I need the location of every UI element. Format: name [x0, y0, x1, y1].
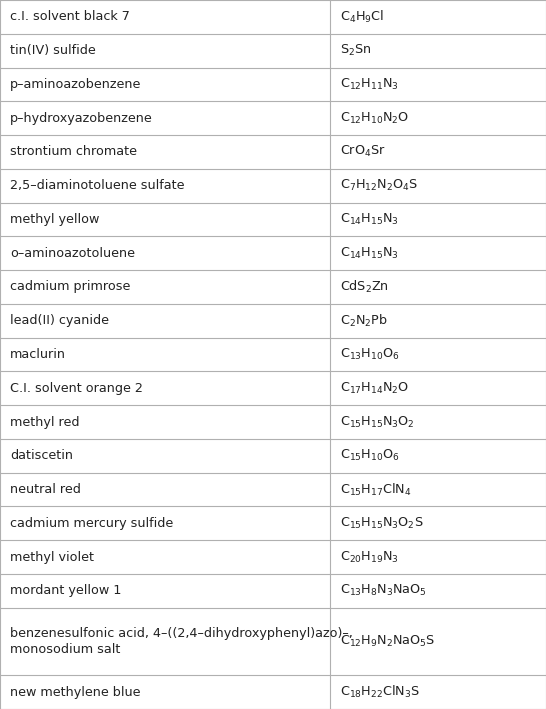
Text: $\mathregular{C_{13}H_{8}N_{3}NaO_{5}}$: $\mathregular{C_{13}H_{8}N_{3}NaO_{5}}$	[340, 584, 427, 598]
Text: $\mathregular{CdS_{2}Zn}$: $\mathregular{CdS_{2}Zn}$	[340, 279, 389, 295]
Text: $\mathregular{C_{17}H_{14}N_{2}O}$: $\mathregular{C_{17}H_{14}N_{2}O}$	[340, 381, 410, 396]
Text: $\mathregular{C_{15}H_{15}N_{3}O_{2}S}$: $\mathregular{C_{15}H_{15}N_{3}O_{2}S}$	[340, 515, 424, 531]
Text: $\mathregular{C_{15}H_{17}ClN_{4}}$: $\mathregular{C_{15}H_{17}ClN_{4}}$	[340, 481, 412, 498]
Text: neutral red: neutral red	[10, 483, 81, 496]
Text: C.I. solvent orange 2: C.I. solvent orange 2	[10, 381, 143, 395]
Text: 2,5–diaminotoluene sulfate: 2,5–diaminotoluene sulfate	[10, 179, 185, 192]
Text: tin(IV) sulfide: tin(IV) sulfide	[10, 44, 96, 57]
Text: $\mathregular{C_{20}H_{19}N_{3}}$: $\mathregular{C_{20}H_{19}N_{3}}$	[340, 549, 399, 564]
Text: $\mathregular{C_{14}H_{15}N_{3}}$: $\mathregular{C_{14}H_{15}N_{3}}$	[340, 212, 399, 227]
Text: $\mathregular{C_{7}H_{12}N_{2}O_{4}S}$: $\mathregular{C_{7}H_{12}N_{2}O_{4}S}$	[340, 178, 418, 194]
Text: strontium chromate: strontium chromate	[10, 145, 137, 158]
Text: cadmium mercury sulfide: cadmium mercury sulfide	[10, 517, 173, 530]
Text: maclurin: maclurin	[10, 348, 66, 361]
Text: o–aminoazotoluene: o–aminoazotoluene	[10, 247, 135, 259]
Text: datiscetin: datiscetin	[10, 450, 73, 462]
Text: p–aminoazobenzene: p–aminoazobenzene	[10, 78, 141, 91]
Text: methyl yellow: methyl yellow	[10, 213, 99, 226]
Text: new methylene blue: new methylene blue	[10, 686, 140, 698]
Text: $\mathregular{C_{12}H_{11}N_{3}}$: $\mathregular{C_{12}H_{11}N_{3}}$	[340, 77, 399, 92]
Text: lead(II) cyanide: lead(II) cyanide	[10, 314, 109, 328]
Text: methyl red: methyl red	[10, 415, 79, 428]
Text: benzenesulfonic acid, 4–((2,4–dihydroxyphenyl)azo)–,
monosodium salt: benzenesulfonic acid, 4–((2,4–dihydroxyp…	[10, 627, 353, 657]
Text: cadmium primrose: cadmium primrose	[10, 281, 130, 294]
Text: $\mathregular{S_{2}Sn}$: $\mathregular{S_{2}Sn}$	[340, 43, 371, 58]
Text: $\mathregular{CrO_{4}Sr}$: $\mathregular{CrO_{4}Sr}$	[340, 145, 386, 160]
Text: $\mathregular{C_{13}H_{10}O_{6}}$: $\mathregular{C_{13}H_{10}O_{6}}$	[340, 347, 400, 362]
Text: $\mathregular{C_{2}N_{2}Pb}$: $\mathregular{C_{2}N_{2}Pb}$	[340, 313, 388, 329]
Text: $\mathregular{C_{12}H_{9}N_{2}NaO_{5}S}$: $\mathregular{C_{12}H_{9}N_{2}NaO_{5}S}$	[340, 634, 435, 649]
Text: mordant yellow 1: mordant yellow 1	[10, 584, 121, 598]
Text: $\mathregular{C_{4}H_{9}Cl}$: $\mathregular{C_{4}H_{9}Cl}$	[340, 9, 384, 25]
Text: $\mathregular{C_{14}H_{15}N_{3}}$: $\mathregular{C_{14}H_{15}N_{3}}$	[340, 245, 399, 261]
Text: methyl violet: methyl violet	[10, 551, 94, 564]
Text: p–hydroxyazobenzene: p–hydroxyazobenzene	[10, 111, 152, 125]
Text: $\mathregular{C_{15}H_{10}O_{6}}$: $\mathregular{C_{15}H_{10}O_{6}}$	[340, 448, 400, 464]
Text: c.I. solvent black 7: c.I. solvent black 7	[10, 11, 130, 23]
Text: $\mathregular{C_{12}H_{10}N_{2}O}$: $\mathregular{C_{12}H_{10}N_{2}O}$	[340, 111, 410, 125]
Text: $\mathregular{C_{18}H_{22}ClN_{3}S}$: $\mathregular{C_{18}H_{22}ClN_{3}S}$	[340, 684, 420, 700]
Text: $\mathregular{C_{15}H_{15}N_{3}O_{2}}$: $\mathregular{C_{15}H_{15}N_{3}O_{2}}$	[340, 415, 415, 430]
